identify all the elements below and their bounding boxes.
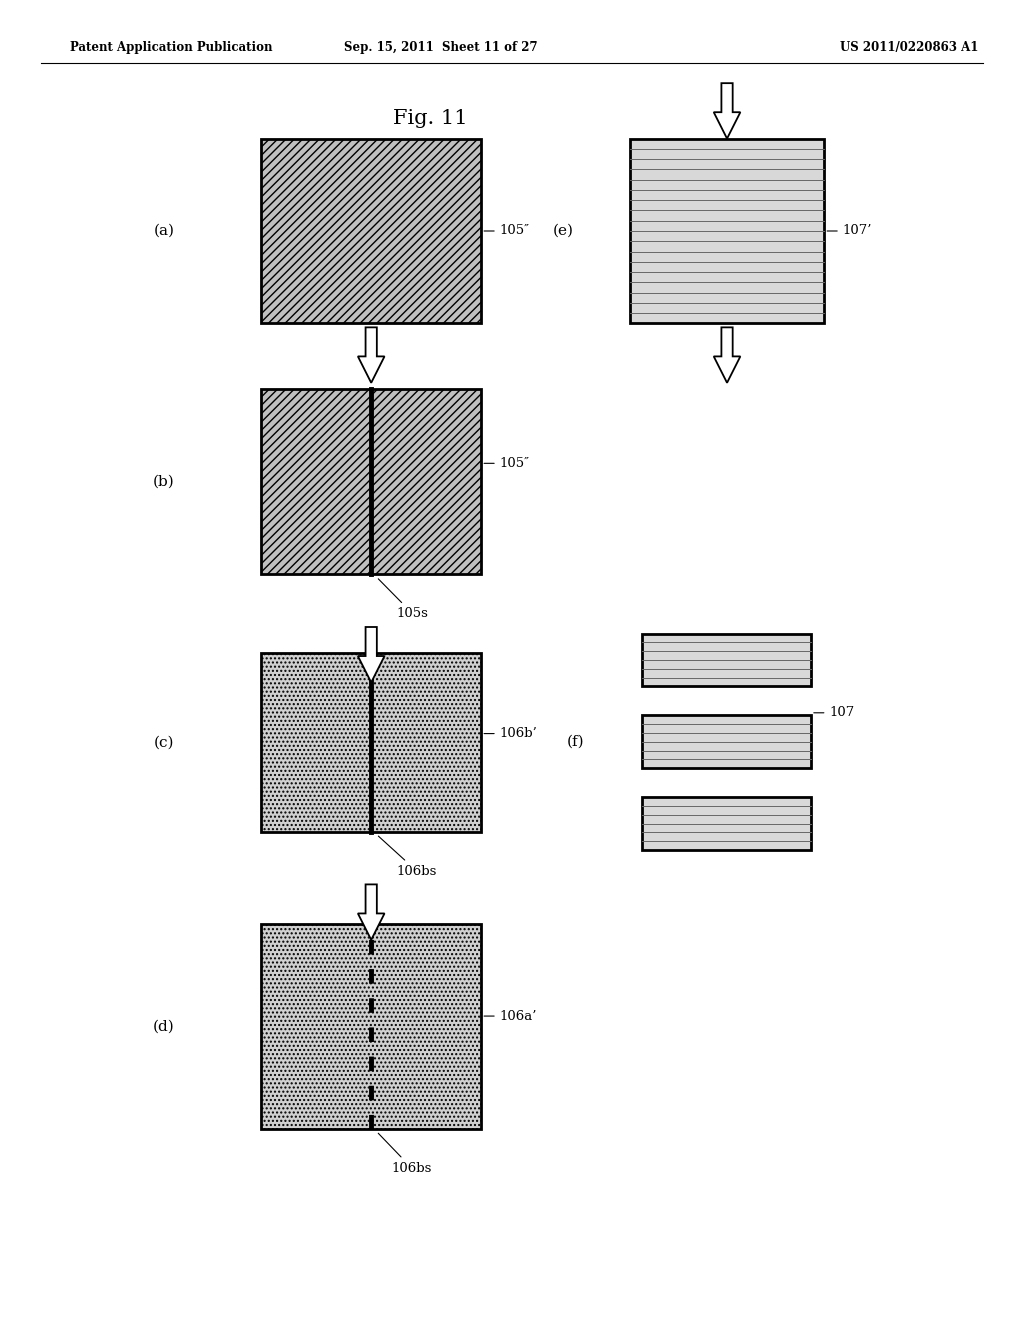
Bar [630, 139, 824, 323]
Text: 105″: 105″ [484, 457, 529, 470]
Text: 106a’: 106a’ [484, 1010, 538, 1023]
Text: 105″: 105″ [484, 224, 529, 238]
Text: Patent Application Publication: Patent Application Publication [70, 41, 272, 54]
Text: (f): (f) [566, 735, 585, 748]
Bar [371, 389, 481, 574]
Text: (b): (b) [153, 475, 175, 488]
Polygon shape [358, 884, 385, 940]
Bar [261, 653, 481, 832]
Bar [261, 653, 371, 832]
Polygon shape [358, 327, 385, 383]
Text: 106b’: 106b’ [484, 727, 538, 741]
Bar [261, 924, 481, 1129]
Text: Sep. 15, 2011  Sheet 11 of 27: Sep. 15, 2011 Sheet 11 of 27 [343, 41, 538, 54]
Text: 107: 107 [814, 706, 855, 719]
Text: (d): (d) [153, 1019, 175, 1034]
Text: (c): (c) [154, 735, 174, 750]
Text: 106bs: 106bs [379, 836, 437, 878]
Bar [642, 797, 811, 850]
Bar [261, 389, 371, 574]
Bar [642, 634, 811, 686]
Polygon shape [714, 83, 740, 139]
Text: 107’: 107’ [827, 224, 872, 238]
Polygon shape [358, 627, 385, 682]
Polygon shape [714, 327, 740, 383]
Text: Fig. 11: Fig. 11 [393, 110, 467, 128]
Bar [261, 389, 481, 574]
Text: 105s: 105s [378, 578, 429, 620]
Text: (e): (e) [553, 224, 573, 238]
Bar [371, 653, 481, 832]
Text: (a): (a) [154, 224, 174, 238]
Text: US 2011/0220863 A1: US 2011/0220863 A1 [840, 41, 978, 54]
Text: 106bs: 106bs [378, 1134, 432, 1175]
Bar [261, 139, 481, 323]
Bar [642, 715, 811, 768]
